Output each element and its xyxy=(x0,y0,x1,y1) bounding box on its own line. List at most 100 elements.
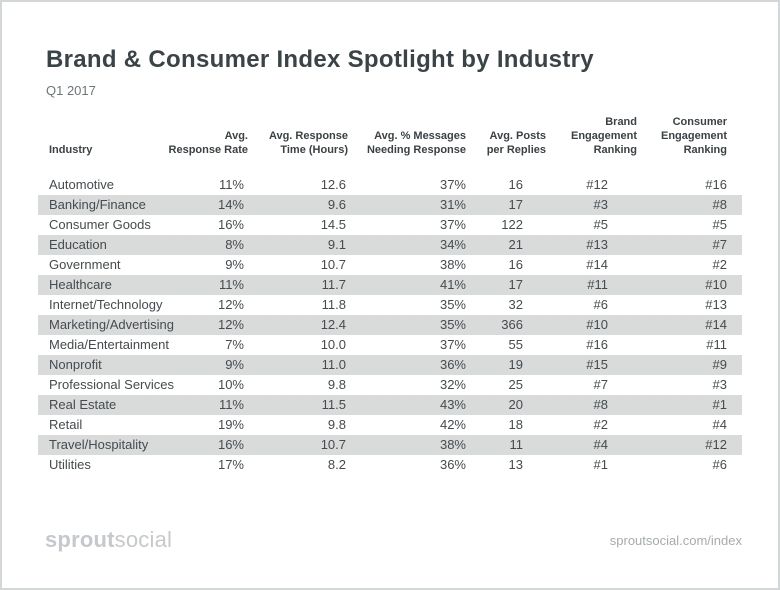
industry-cell: Nonprofit xyxy=(49,357,102,372)
value-cell: 16% xyxy=(217,437,244,452)
footer-url: sproutsocial.com/index xyxy=(609,532,742,548)
value-cell: 366 xyxy=(501,317,523,332)
value-cell: 16 xyxy=(508,257,523,272)
value-cell: #14 xyxy=(586,257,608,272)
industry-cell: Government xyxy=(49,257,121,272)
value-cell: 122 xyxy=(501,217,523,232)
value-cell: 37% xyxy=(439,177,466,192)
value-cell: 12.6 xyxy=(320,177,346,192)
industry-cell: Professional Services xyxy=(49,377,174,392)
logo-text-social: social xyxy=(114,527,173,552)
value-cell: 35% xyxy=(439,317,466,332)
page-title: Brand & Consumer Index Spotlight by Indu… xyxy=(46,46,594,73)
value-cell: 13 xyxy=(508,457,523,472)
value-cell: 10.7 xyxy=(320,437,346,452)
column-header-consumer-engagement-ranking: Consumer Engagement Ranking xyxy=(660,116,727,156)
table-row: Retail 19% 9.8 42% 18 #2 #4 xyxy=(38,415,742,435)
column-header-avg-posts-per-replies: Avg. Posts per Replies xyxy=(486,130,546,156)
value-cell: 36% xyxy=(439,357,466,372)
table-row: Education 8% 9.1 34% 21 #13 #7 xyxy=(38,235,742,255)
value-cell: 9% xyxy=(225,357,244,372)
value-cell: 11.5 xyxy=(321,397,346,412)
value-cell: #10 xyxy=(705,277,727,292)
value-cell: #12 xyxy=(705,437,727,452)
value-cell: 16 xyxy=(508,177,523,192)
value-cell: #8 xyxy=(593,397,608,412)
value-cell: 8% xyxy=(225,237,244,252)
value-cell: #12 xyxy=(586,177,608,192)
industry-cell: Education xyxy=(49,237,107,252)
value-cell: #8 xyxy=(712,197,727,212)
value-cell: #6 xyxy=(712,457,727,472)
value-cell: 42% xyxy=(439,417,466,432)
value-cell: 37% xyxy=(439,217,466,232)
value-cell: 12% xyxy=(217,317,244,332)
table-row: Nonprofit 9% 11.0 36% 19 #15 #9 xyxy=(38,355,742,375)
value-cell: 10% xyxy=(217,377,244,392)
table-row: Healthcare 11% 11.7 41% 17 #11 #10 xyxy=(38,275,742,295)
value-cell: 37% xyxy=(439,337,466,352)
value-cell: 14.5 xyxy=(320,217,346,232)
value-cell: #4 xyxy=(593,437,608,452)
table-row: Consumer Goods 16% 14.5 37% 122 #5 #5 xyxy=(38,215,742,235)
value-cell: 31% xyxy=(439,197,466,212)
value-cell: 12.4 xyxy=(320,317,346,332)
value-cell: #13 xyxy=(586,237,608,252)
value-cell: #16 xyxy=(705,177,727,192)
value-cell: 9.8 xyxy=(327,417,346,432)
page-subtitle: Q1 2017 xyxy=(46,83,96,98)
table-row: Professional Services 10% 9.8 32% 25 #7 #3 xyxy=(38,375,742,395)
table-body: Automotive 11% 12.6 37% 16 #12 #16 Banking/Fina… xyxy=(38,175,742,475)
table-row: Internet/Technology 12% 11.8 35% 32 #6 #13 xyxy=(38,295,742,315)
value-cell: #9 xyxy=(712,357,727,372)
industry-cell: Banking/Finance xyxy=(49,197,146,212)
value-cell: 19% xyxy=(217,417,244,432)
value-cell: 11% xyxy=(218,397,244,412)
value-cell: 9.1 xyxy=(327,237,346,252)
value-cell: 11% xyxy=(218,177,244,192)
value-cell: 32 xyxy=(508,297,523,312)
table-row: Real Estate 11% 11.5 43% 20 #8 #1 xyxy=(38,395,742,415)
value-cell: 19 xyxy=(508,357,523,372)
column-header-industry: Industry xyxy=(49,144,93,156)
value-cell: 21 xyxy=(508,237,523,252)
title-block: Brand & Consumer Index Spotlight by Indu… xyxy=(46,46,594,98)
table-row: Banking/Finance 14% 9.6 31% 17 #3 #8 xyxy=(38,195,742,215)
table-header: Industry Avg. Response Rate Avg. Response … xyxy=(38,115,742,175)
logo-text-sprout: sprout xyxy=(45,527,115,552)
table-row: Travel/Hospitality 16% 10.7 38% 11 #4 #12 xyxy=(38,435,742,455)
value-cell: 36% xyxy=(439,457,466,472)
value-cell: 41% xyxy=(439,277,466,292)
value-cell: #10 xyxy=(586,317,608,332)
value-cell: 9.6 xyxy=(327,197,346,212)
value-cell: 8.2 xyxy=(327,457,346,472)
value-cell: #3 xyxy=(593,197,608,212)
value-cell: #15 xyxy=(586,357,608,372)
value-cell: 34% xyxy=(439,237,466,252)
value-cell: #5 xyxy=(593,217,608,232)
value-cell: 32% xyxy=(439,377,466,392)
industry-cell: Automotive xyxy=(49,177,115,192)
table-row: Media/Entertainment 7% 10.0 37% 55 #16 #11 xyxy=(38,335,742,355)
industry-cell: Utilities xyxy=(49,457,91,472)
industry-cell: Real Estate xyxy=(49,397,117,412)
value-cell: 17% xyxy=(217,457,244,472)
value-cell: 11.0 xyxy=(321,357,346,372)
value-cell: 11% xyxy=(218,277,244,292)
value-cell: #11 xyxy=(587,277,608,292)
value-cell: #11 xyxy=(706,337,727,352)
table-row: Automotive 11% 12.6 37% 16 #12 #16 xyxy=(38,175,742,195)
industry-cell: Retail xyxy=(49,417,83,432)
value-cell: 18 xyxy=(508,417,523,432)
column-header-brand-engagement-ranking: Brand Engagement Ranking xyxy=(570,116,637,156)
table-row: Government 9% 10.7 38% 16 #14 #2 xyxy=(38,255,742,275)
value-cell: 10.0 xyxy=(320,337,346,352)
value-cell: 11.8 xyxy=(321,297,346,312)
value-cell: 20 xyxy=(508,397,523,412)
table-row: Utilities 17% 8.2 36% 13 #1 #6 xyxy=(38,455,742,475)
value-cell: 9.8 xyxy=(327,377,346,392)
value-cell: #2 xyxy=(593,417,608,432)
value-cell: #5 xyxy=(712,217,727,232)
industry-cell: Healthcare xyxy=(49,277,112,292)
